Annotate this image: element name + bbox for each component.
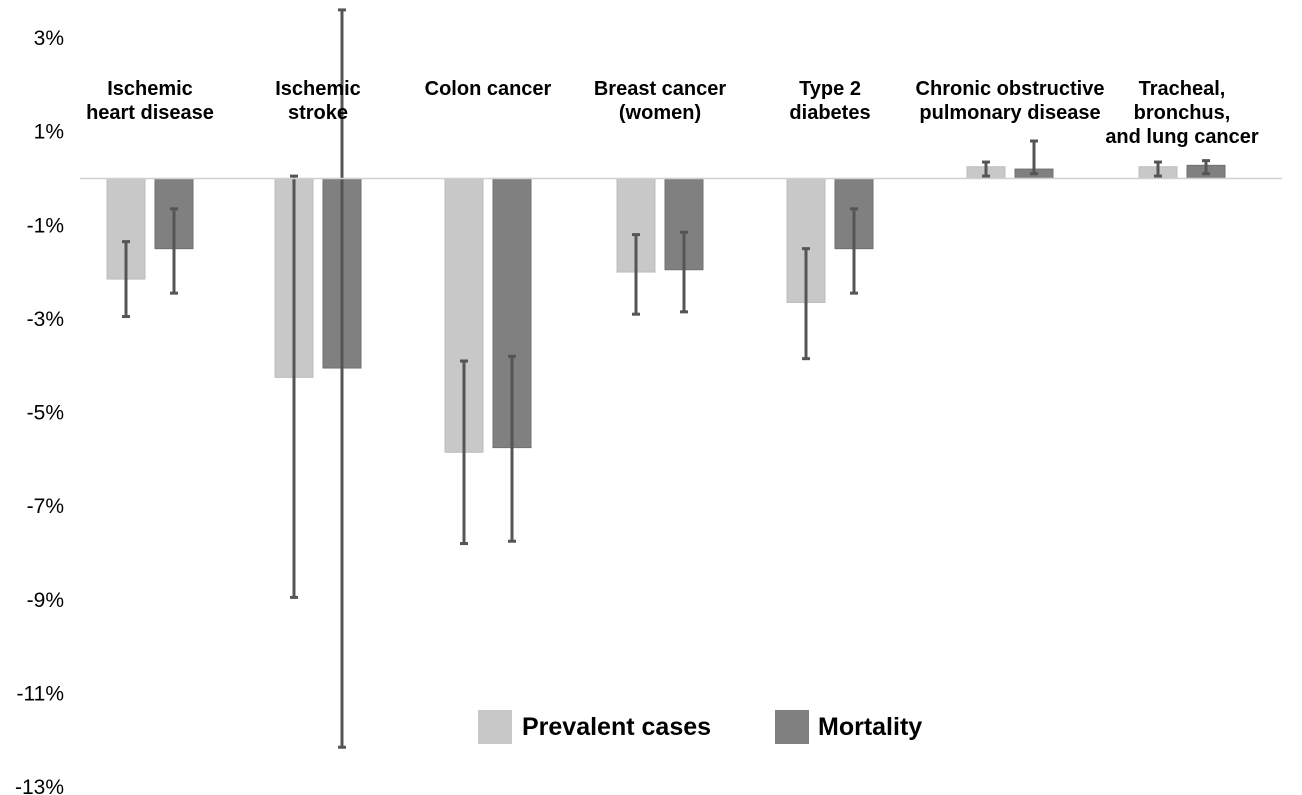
category-label: Type 2 diabetes bbox=[789, 78, 870, 124]
error-bar bbox=[508, 354, 516, 543]
y-tick-label: -7% bbox=[27, 495, 64, 518]
y-tick-label: 1% bbox=[34, 121, 64, 144]
y-tick-label: -13% bbox=[15, 776, 64, 795]
series-0 bbox=[106, 160, 1178, 599]
legend-swatch bbox=[775, 710, 809, 744]
category-label: Colon cancer bbox=[425, 78, 552, 100]
error-bar bbox=[680, 230, 688, 314]
error-bar bbox=[338, 8, 346, 749]
error-bar bbox=[982, 160, 990, 178]
y-tick-label: 3% bbox=[34, 27, 64, 50]
category-label-line: Ischemic bbox=[107, 78, 193, 100]
error-bar bbox=[632, 233, 640, 316]
category-label: Chronic obstructive pulmonary disease bbox=[916, 78, 1105, 124]
category-label-line: and lung cancer bbox=[1105, 126, 1259, 148]
error-bar bbox=[1030, 139, 1038, 176]
error-bar bbox=[460, 359, 468, 546]
category-label: Ischemic stroke bbox=[275, 78, 361, 124]
category-label-line: Ischemic bbox=[275, 78, 361, 100]
category-label-line: heart disease bbox=[86, 102, 214, 124]
category-label-line: pulmonary disease bbox=[919, 102, 1100, 124]
error-bar bbox=[802, 247, 810, 361]
y-tick-label: -11% bbox=[17, 682, 64, 705]
error-bar bbox=[290, 174, 298, 599]
error-bar bbox=[170, 207, 178, 295]
category-label-line: stroke bbox=[288, 102, 348, 124]
error-bar bbox=[1202, 159, 1210, 176]
y-axis-ticks: 3% 1% -1% -3% -5% -7% -9% -11% -13% bbox=[15, 27, 64, 795]
category-label-line: Chronic obstructive bbox=[916, 78, 1105, 100]
legend-item: Mortality bbox=[775, 710, 922, 744]
y-tick-label: -3% bbox=[27, 308, 64, 331]
category-label: Breast cancer (women) bbox=[594, 78, 727, 124]
error-bar bbox=[122, 240, 130, 319]
error-bar bbox=[850, 207, 858, 295]
legend-label: Prevalent cases bbox=[522, 713, 711, 741]
category-label: Ischemic heart disease bbox=[86, 78, 214, 124]
category-label-line: Breast cancer bbox=[594, 78, 727, 100]
series-1 bbox=[154, 8, 1226, 749]
category-label-line: Type 2 bbox=[799, 78, 861, 100]
legend-item: Prevalent cases bbox=[478, 710, 711, 744]
y-tick-label: -9% bbox=[27, 589, 64, 612]
category-label-line: diabetes bbox=[789, 102, 870, 124]
category-label: Tracheal, bronchus, and lung cancer bbox=[1105, 78, 1259, 148]
y-tick-label: -1% bbox=[27, 214, 64, 237]
legend-label: Mortality bbox=[818, 713, 922, 741]
category-label-line: Tracheal, bbox=[1139, 78, 1226, 100]
category-label-line: Colon cancer bbox=[425, 78, 552, 100]
y-tick-label: -5% bbox=[27, 402, 64, 425]
error-bar bbox=[1154, 160, 1162, 178]
category-label-line: (women) bbox=[619, 102, 701, 124]
bars bbox=[106, 8, 1226, 749]
legend-swatch bbox=[478, 710, 512, 744]
category-label-line: bronchus, bbox=[1134, 102, 1231, 124]
legend: Prevalent cases Mortality bbox=[478, 710, 922, 744]
